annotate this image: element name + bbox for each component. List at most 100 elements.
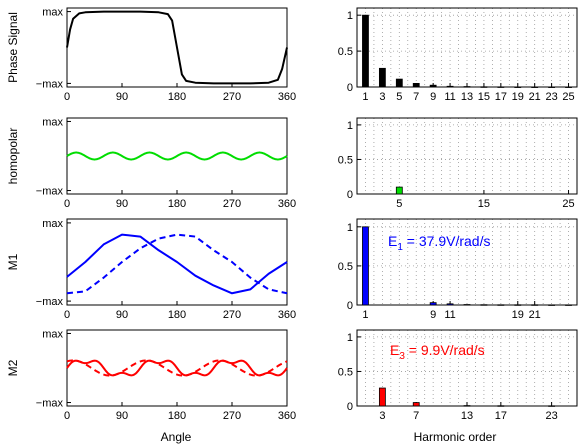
bar-harmonic-17 [497, 405, 505, 407]
bar-harmonic-9 [429, 84, 437, 88]
x-tick-label: 1 [362, 91, 368, 103]
bar-harmonic-13 [463, 86, 471, 88]
x-tick-label: 15 [478, 91, 490, 103]
series-line-3-1 [66, 233, 288, 295]
x-tick-label: 23 [545, 410, 557, 422]
x-tick-label: 17 [495, 91, 507, 103]
bar-harmonic-19 [514, 304, 522, 306]
x-tick-label: 180 [168, 410, 186, 422]
x-tick-label: 90 [116, 198, 128, 210]
y-tick-label: max [42, 116, 63, 128]
annotation: E1 = 37.9V/rad/s [388, 233, 490, 253]
x-tick-label: 90 [116, 410, 128, 422]
y-tick-label: 1 [347, 120, 353, 132]
x-tick-label: 23 [545, 91, 557, 103]
y-tick-label: 1 [347, 10, 353, 22]
x-tick-label: 19 [512, 309, 524, 321]
bar-harmonic-21 [531, 86, 539, 88]
x-tick-label: 9 [430, 309, 436, 321]
series-line-3-2 [66, 233, 288, 295]
bar-harmonic-19 [514, 86, 522, 88]
bar-harmonic-9 [429, 302, 437, 306]
x-tick-label: 0 [64, 410, 70, 422]
bar-harmonic-5 [395, 78, 403, 88]
x-tick-label: 3 [379, 91, 385, 103]
x-tick-label: 0 [64, 91, 70, 103]
series-line-2-1 [66, 151, 288, 161]
bar-harmonic-25 [565, 304, 572, 306]
bar-harmonic-17 [497, 86, 505, 88]
x-tick-label: 15 [478, 198, 490, 210]
y-tick-label: 1 [347, 332, 353, 344]
x-tick-label: 5 [396, 198, 402, 210]
bar-harmonic-13 [463, 304, 471, 306]
bar-harmonic-7 [412, 402, 420, 407]
y-tick-label: −max [36, 78, 64, 90]
y-tick-label: 0 [347, 300, 353, 312]
x-tick-label: 11 [444, 91, 455, 103]
x-tick-label: 270 [223, 410, 241, 422]
x-tick-label: 360 [278, 410, 296, 422]
x-tick-label: 360 [278, 91, 296, 103]
x-tick-label: 270 [223, 198, 241, 210]
y-axis-label: homopolar [6, 128, 20, 185]
x-tick-label: 9 [430, 91, 436, 103]
x-tick-label: 17 [495, 410, 507, 422]
x-tick-label: 7 [413, 410, 419, 422]
series-line-4-1 [66, 359, 288, 377]
y-tick-label: 0 [347, 82, 353, 94]
x-tick-label: 5 [396, 91, 402, 103]
bar-harmonic-25 [565, 86, 572, 88]
y-tick-label: 0.5 [338, 46, 353, 58]
y-tick-label: max [42, 7, 63, 19]
x-tick-label: 13 [461, 91, 473, 103]
x-tick-label: 360 [278, 198, 296, 210]
y-axis-label: M1 [6, 253, 20, 270]
x-axis-label-left: Angle [161, 430, 192, 444]
x-tick-label: 360 [278, 309, 296, 321]
x-tick-label: 7 [413, 91, 419, 103]
series-line-4-2 [66, 359, 288, 377]
bar-harmonic-1 [362, 226, 369, 306]
y-tick-label: −max [36, 398, 64, 410]
bar-harmonic-3 [378, 387, 386, 407]
x-tick-label: 21 [529, 309, 541, 321]
y-tick-label: 1 [347, 222, 353, 234]
bar-harmonic-23 [548, 86, 556, 88]
axes-frame-right-1 [356, 7, 578, 88]
x-tick-label: 270 [223, 309, 241, 321]
y-tick-label: 0 [347, 401, 353, 413]
y-tick-label: max [42, 218, 63, 230]
x-tick-label: 19 [512, 91, 524, 103]
x-tick-label: 21 [529, 91, 541, 103]
bar-harmonic-3 [378, 67, 386, 88]
x-tick-label: 13 [461, 410, 473, 422]
bar-harmonic-11 [446, 303, 454, 306]
x-tick-label: 0 [64, 309, 70, 321]
bar-harmonic-7 [412, 83, 420, 88]
annotation: E3 = 9.9V/rad/s [390, 342, 485, 362]
x-tick-label: 180 [168, 309, 186, 321]
bar-harmonic-21 [531, 304, 539, 306]
x-tick-label: 11 [444, 309, 455, 321]
x-tick-label: 25 [562, 91, 574, 103]
x-tick-label: 90 [116, 309, 128, 321]
x-tick-label: 180 [168, 198, 186, 210]
y-axis-label: Phase Signal [6, 12, 20, 83]
x-tick-label: 1 [362, 309, 368, 321]
x-tick-label: 180 [168, 91, 186, 103]
x-tick-label: 3 [379, 410, 385, 422]
y-tick-label: 0.5 [338, 366, 353, 378]
y-tick-label: 0 [347, 189, 353, 201]
x-tick-label: 270 [223, 91, 241, 103]
x-tick-label: 90 [116, 91, 128, 103]
x-tick-label: 25 [562, 198, 574, 210]
y-axis-label: M2 [6, 359, 20, 376]
y-tick-label: 0.5 [338, 154, 353, 166]
bar-harmonic-5 [395, 186, 403, 195]
bar-harmonic-11 [446, 85, 454, 88]
axes-frame-right-2 [356, 117, 578, 195]
y-tick-label: max [42, 328, 63, 340]
bar-harmonic-13 [463, 405, 471, 407]
